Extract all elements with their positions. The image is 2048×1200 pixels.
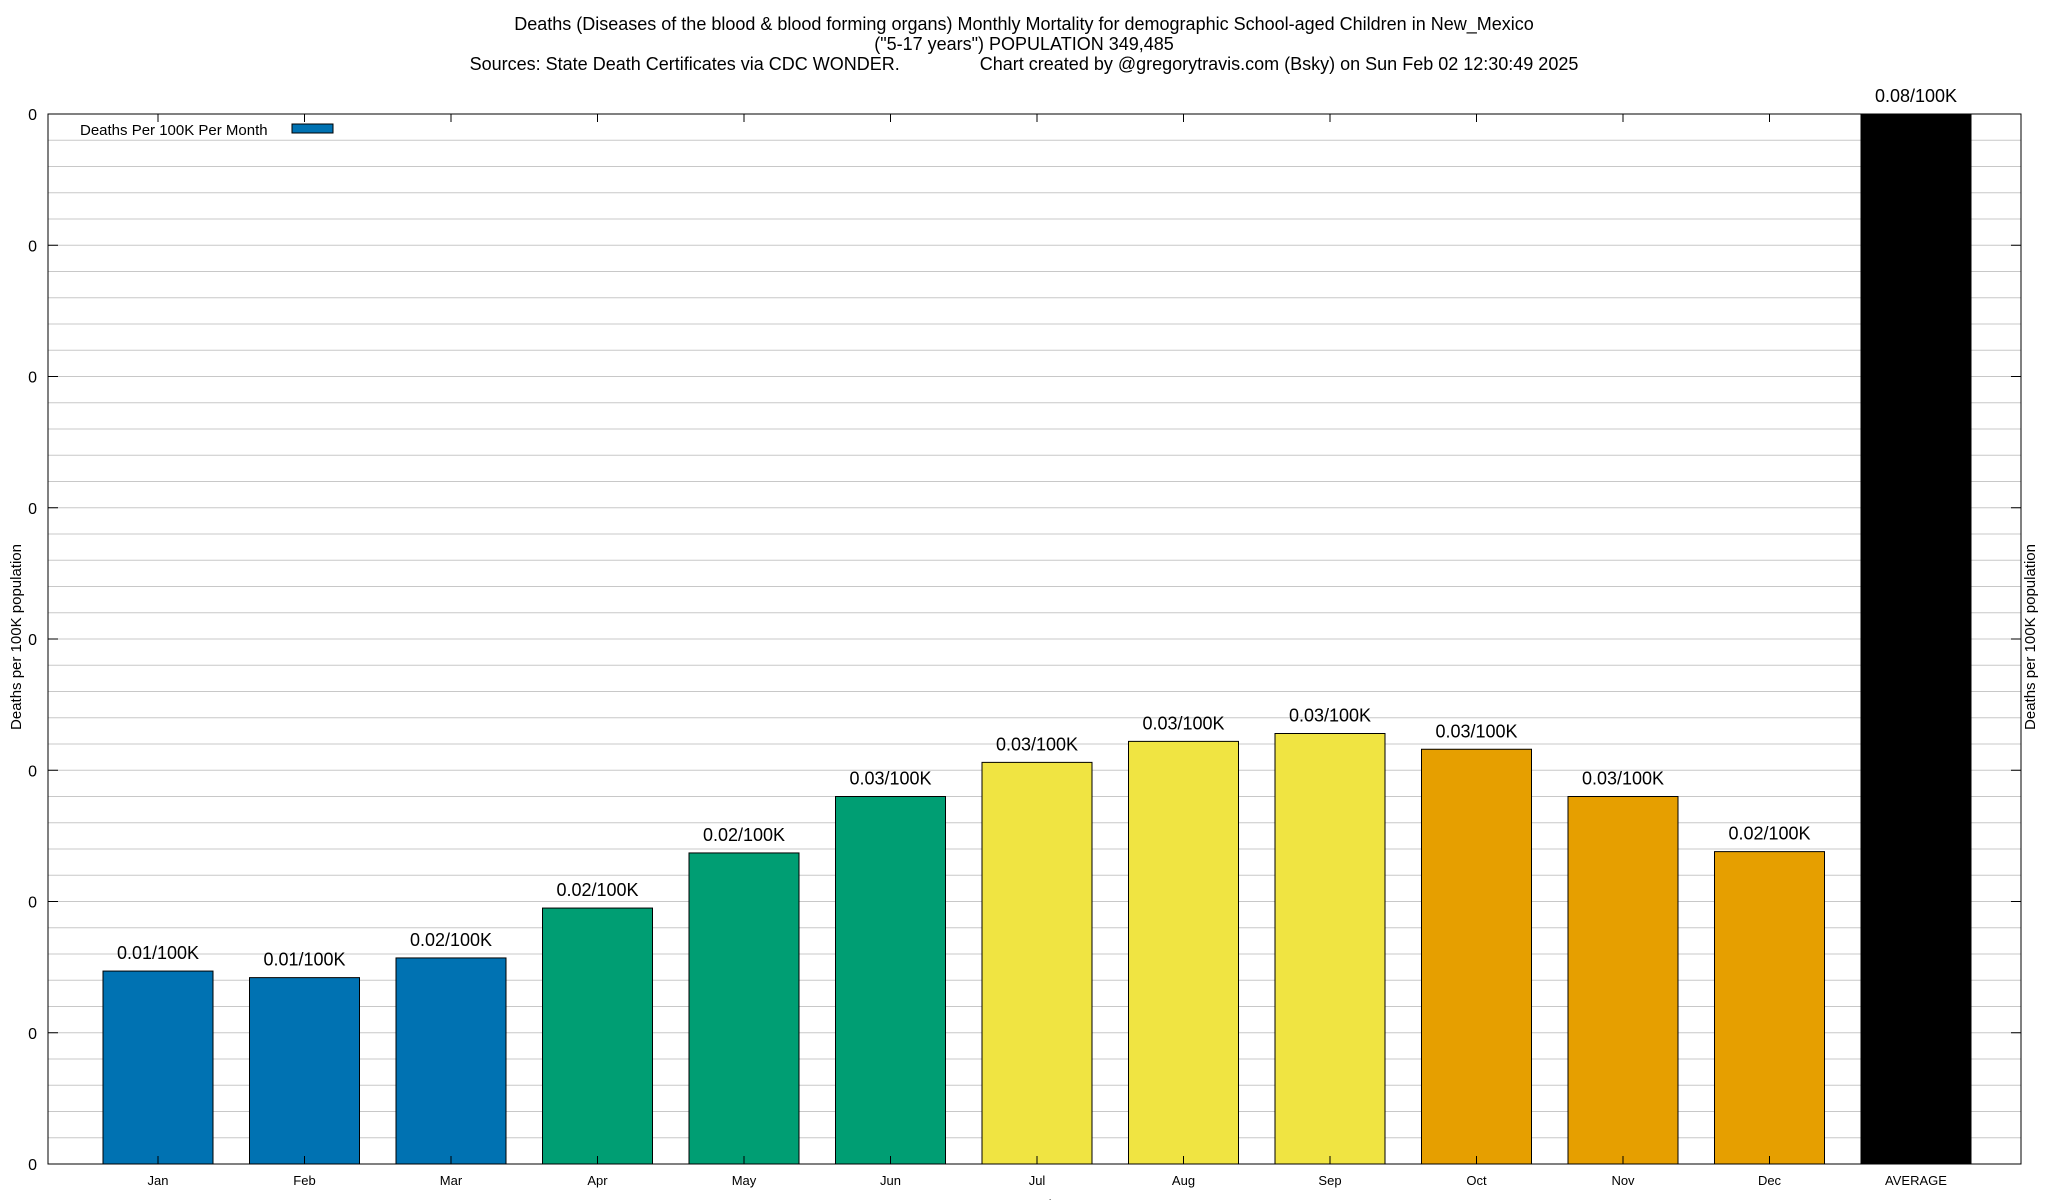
bar-jan xyxy=(102,970,214,1165)
y-tick-label: 0 xyxy=(28,1026,37,1043)
bar-jun xyxy=(835,796,946,1165)
x-tick-label: May xyxy=(732,1173,757,1188)
data-label-sep: 0.03/100K xyxy=(1289,706,1371,726)
bar-dec xyxy=(1714,851,1825,1165)
x-axis-label: Month xyxy=(1013,1198,1057,1200)
y-tick-label: 0 xyxy=(28,895,37,912)
bar-jul xyxy=(981,761,1093,1165)
chart-source-line: Sources: State Death Certificates via CD… xyxy=(469,54,1579,74)
y-tick-label: 0 xyxy=(28,107,37,124)
legend-label: Deaths Per 100K Per Month xyxy=(80,122,268,139)
data-label-dec: 0.02/100K xyxy=(1728,824,1810,844)
x-tick-label: Nov xyxy=(1611,1173,1635,1188)
data-label-oct: 0.03/100K xyxy=(1435,721,1517,741)
x-tick-label: Sep xyxy=(1318,1173,1341,1188)
bar-aug xyxy=(1128,740,1239,1165)
x-tick-label: Aug xyxy=(1172,1173,1195,1188)
plot-frame xyxy=(47,113,2022,1165)
y-tick-label: 0 xyxy=(28,1157,37,1174)
x-tick-label: Jun xyxy=(880,1173,901,1188)
y-tick-label: 0 xyxy=(28,370,37,387)
x-tick-label: Mar xyxy=(440,1173,463,1188)
data-label-mar: 0.02/100K xyxy=(410,930,492,950)
x-tick-label: Apr xyxy=(587,1173,608,1188)
data-label-apr: 0.02/100K xyxy=(556,880,638,900)
bar-may xyxy=(688,852,800,1165)
x-tick-label: Feb xyxy=(293,1173,315,1188)
chart-subtitle: ("5-17 years") POPULATION 349,485 xyxy=(874,34,1174,54)
bar-sep xyxy=(1274,733,1386,1165)
bar-nov xyxy=(1567,796,1679,1165)
data-label-jun: 0.03/100K xyxy=(849,769,931,789)
data-label-feb: 0.01/100K xyxy=(263,950,345,970)
data-label-average: 0.08/100K xyxy=(1875,86,1957,106)
y-axis-label: Deaths per 100K population xyxy=(8,544,25,730)
bar-average xyxy=(1860,113,1972,1165)
x-tick-label: Dec xyxy=(1758,1173,1782,1188)
legend-swatch xyxy=(291,123,334,134)
bar-apr xyxy=(542,907,653,1165)
y-tick-label: 0 xyxy=(28,238,37,255)
y-tick-label: 0 xyxy=(28,632,37,649)
x-tick-label: AVERAGE xyxy=(1885,1173,1947,1188)
data-label-may: 0.02/100K xyxy=(703,825,785,845)
bar-mar xyxy=(395,957,507,1165)
data-label-aug: 0.03/100K xyxy=(1142,713,1224,733)
bar-oct xyxy=(1421,748,1532,1165)
y-tick-label: 0 xyxy=(28,763,37,780)
y-tick-label: 0 xyxy=(28,501,37,518)
chart-title: Deaths (Diseases of the blood & blood fo… xyxy=(514,14,1534,34)
x-tick-label: Oct xyxy=(1466,1173,1487,1188)
bar-feb xyxy=(249,977,360,1165)
data-label-nov: 0.03/100K xyxy=(1582,769,1664,789)
data-label-jan: 0.01/100K xyxy=(117,943,199,963)
x-tick-label: Jul xyxy=(1029,1173,1046,1188)
y-axis-label-right: Deaths per 100K population xyxy=(2022,544,2039,730)
data-label-jul: 0.03/100K xyxy=(996,734,1078,754)
x-tick-label: Jan xyxy=(148,1173,169,1188)
